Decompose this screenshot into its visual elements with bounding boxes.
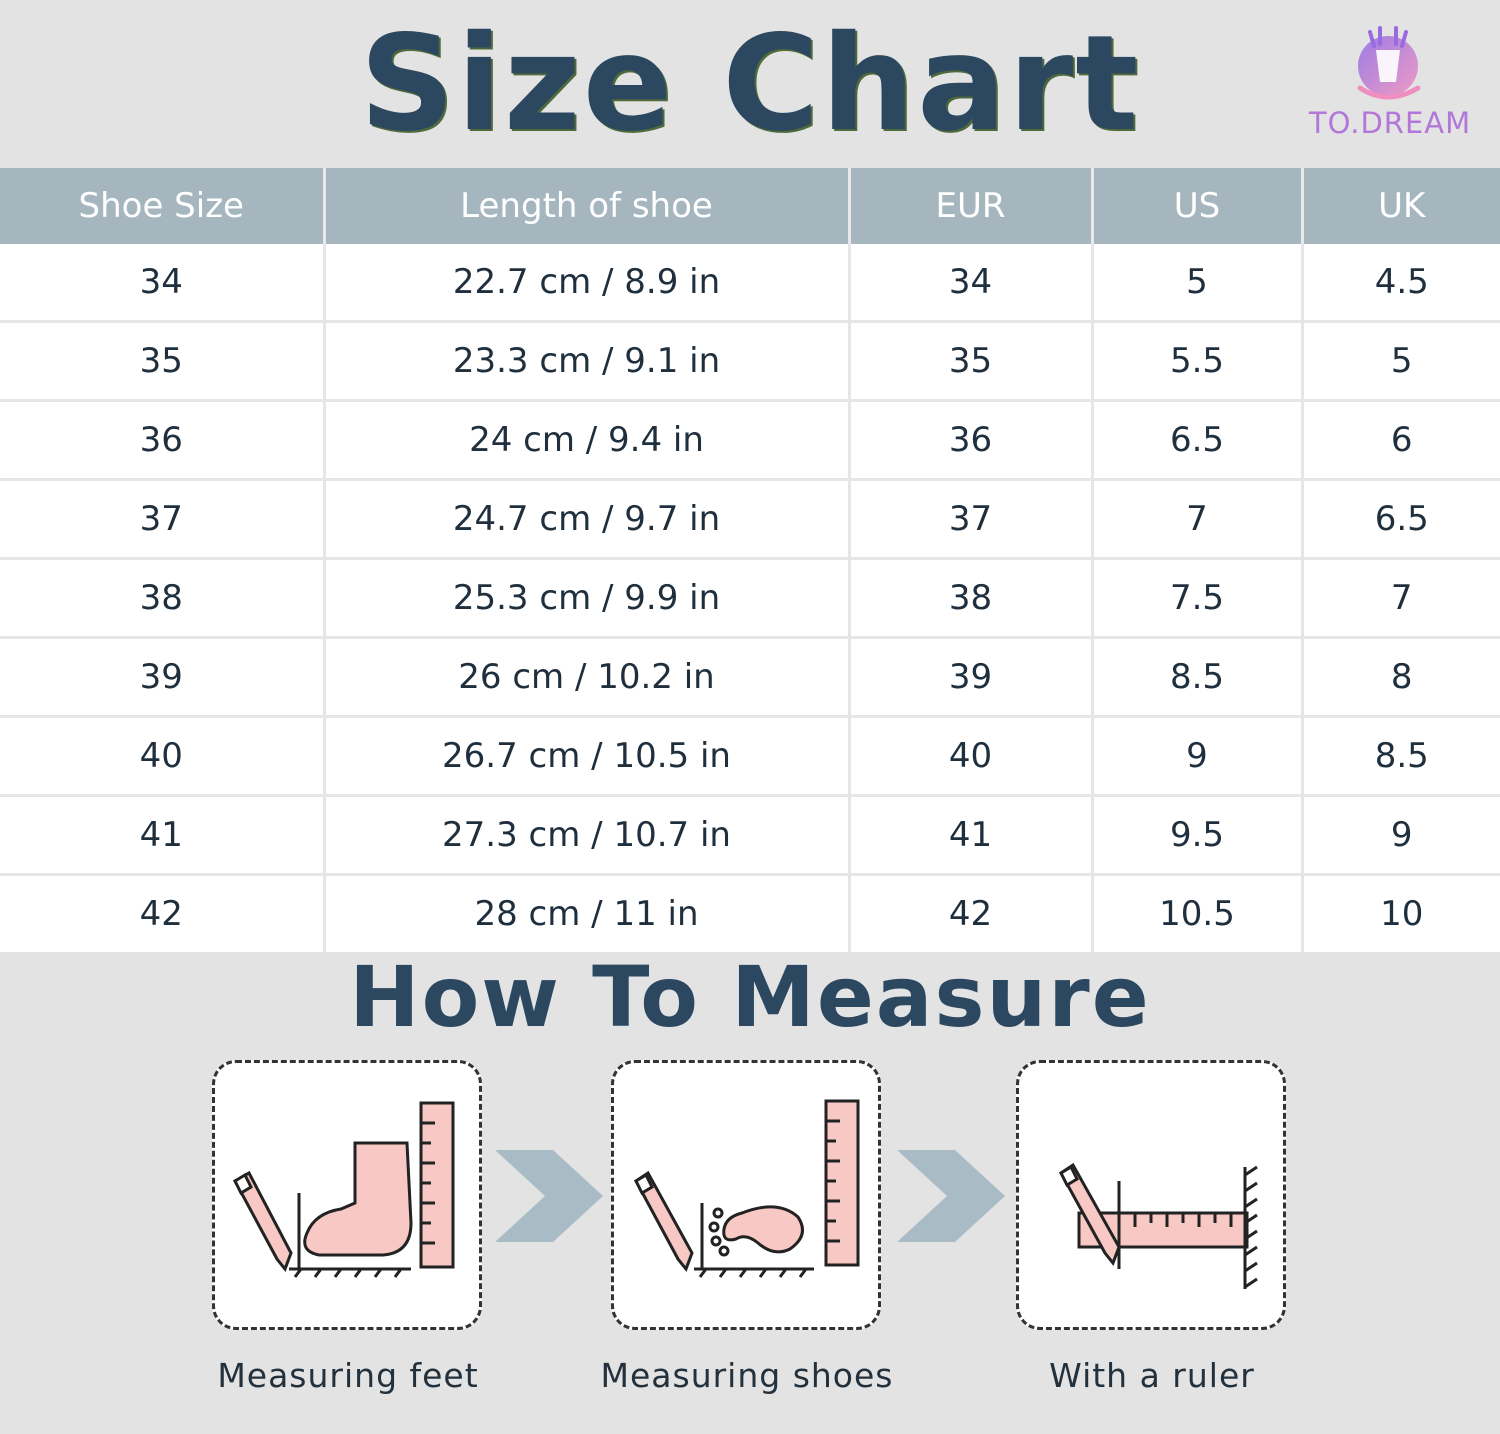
- table-row: 42 28 cm / 11 in 42 10.5 10: [0, 873, 1500, 952]
- table-row: 38 25.3 cm / 9.9 in 38 7.5 7: [0, 557, 1500, 638]
- chevron-right-icon: [495, 1150, 603, 1242]
- cell-length: 22.7 cm / 8.9 in: [324, 244, 851, 322]
- table-row: 39 26 cm / 10.2 in 39 8.5 8: [0, 636, 1500, 717]
- cell-uk: 6.5: [1302, 478, 1500, 559]
- cell-shoe-size: 35: [0, 320, 326, 401]
- measure-card-ruler: [1016, 1060, 1286, 1330]
- cell-us: 10.5: [1092, 873, 1304, 952]
- cell-eur: 36: [849, 399, 1094, 480]
- table-row: 41 27.3 cm / 10.7 in 41 9.5 9: [0, 794, 1500, 875]
- column-header-shoe-size: Shoe Size: [0, 168, 326, 244]
- cell-uk: 8: [1302, 636, 1500, 717]
- cell-us: 9: [1092, 715, 1304, 796]
- cell-eur: 34: [849, 244, 1094, 322]
- cell-eur: 38: [849, 557, 1094, 638]
- cell-us: 9.5: [1092, 794, 1304, 875]
- cell-shoe-size: 41: [0, 794, 326, 875]
- header-band: [0, 0, 1500, 168]
- cell-uk: 4.5: [1374, 262, 1429, 302]
- cell-eur: 41: [849, 794, 1094, 875]
- column-header-length: Length of shoe: [324, 168, 851, 244]
- cell-uk: 8.5: [1302, 715, 1500, 796]
- cell-length: 26 cm / 10.2 in: [324, 636, 851, 717]
- chevron-right-icon: [897, 1150, 1005, 1242]
- column-header-uk: UK: [1302, 168, 1500, 244]
- caption-measuring-shoes: Measuring shoes: [600, 1356, 894, 1395]
- cell-length: 24.7 cm / 9.7 in: [324, 478, 851, 559]
- cell-shoe-size: 38: [0, 557, 326, 638]
- table-row: 34 22.7 cm / 8.9 in 34 5 4.5: [0, 244, 1500, 322]
- cell-eur: 39: [849, 636, 1094, 717]
- ruler-icon: [1059, 1162, 1258, 1289]
- cell-us: 8.5: [1092, 636, 1304, 717]
- cell-length: 26.7 cm / 10.5 in: [324, 715, 851, 796]
- brand-logo: TO.DREAM: [1300, 22, 1480, 142]
- cell-length: 28 cm / 11 in: [324, 873, 851, 952]
- table-row: 40 26.7 cm / 10.5 in 40 9 8.5: [0, 715, 1500, 796]
- cell-eur: 42: [849, 873, 1094, 952]
- size-table: Shoe Size Length of shoe EUR US UK 34 22…: [0, 168, 1500, 952]
- page-title: Size Chart: [359, 7, 1141, 161]
- cell-length: 27.3 cm / 10.7 in: [324, 794, 851, 875]
- cell-uk: 10: [1302, 873, 1500, 952]
- cell-us: 5: [1092, 244, 1304, 322]
- cell-us: 5.5: [1092, 320, 1304, 401]
- cell-shoe-size: 37: [0, 478, 326, 559]
- column-header-us: US: [1092, 168, 1304, 244]
- cell-shoe-size: 40: [0, 715, 326, 796]
- cell-uk: 9: [1302, 794, 1500, 875]
- table-row: 35 23.3 cm / 9.1 in 35 5.5 5: [0, 320, 1500, 401]
- shoe-measure-icon: [634, 1099, 860, 1278]
- measure-section-title: How To Measure: [349, 948, 1151, 1046]
- cell-shoe-size: 42: [0, 873, 326, 952]
- caption-measuring-feet: Measuring feet: [217, 1356, 479, 1395]
- cell-eur: 40: [849, 715, 1094, 796]
- cell-uk: 7: [1302, 557, 1500, 638]
- cell-eur: 37: [849, 478, 1094, 559]
- cell-length: 23.3 cm / 9.1 in: [324, 320, 851, 401]
- cell-shoe-size: 34: [0, 244, 326, 322]
- cell-length: 24 cm / 9.4 in: [324, 399, 851, 480]
- cell-shoe-size: 39: [0, 636, 326, 717]
- cell-us: 7.5: [1092, 557, 1304, 638]
- cell-us: 6.5: [1092, 399, 1304, 480]
- cell-length: 25.3 cm / 9.9 in: [324, 557, 851, 638]
- measure-card-shoes: [611, 1060, 881, 1330]
- deer-icon: [1357, 26, 1421, 100]
- table-row: 37 24.7 cm / 9.7 in 37 7 6.5: [0, 478, 1500, 559]
- table-header-row: Shoe Size Length of shoe EUR US UK: [0, 168, 1500, 244]
- logo-text: TO.DREAM: [1308, 106, 1472, 140]
- foot-measure-icon: [232, 1101, 455, 1278]
- cell-uk: 6: [1302, 399, 1500, 480]
- cell-shoe-size: 36: [0, 399, 326, 480]
- cell-us: 7: [1092, 478, 1304, 559]
- cell-eur: 35: [849, 320, 1094, 401]
- caption-with-ruler: With a ruler: [1049, 1356, 1255, 1395]
- cell-uk: 5: [1302, 320, 1500, 401]
- measure-card-feet: [212, 1060, 482, 1330]
- table-row: 36 24 cm / 9.4 in 36 6.5 6: [0, 399, 1500, 480]
- column-header-eur: EUR: [849, 168, 1094, 244]
